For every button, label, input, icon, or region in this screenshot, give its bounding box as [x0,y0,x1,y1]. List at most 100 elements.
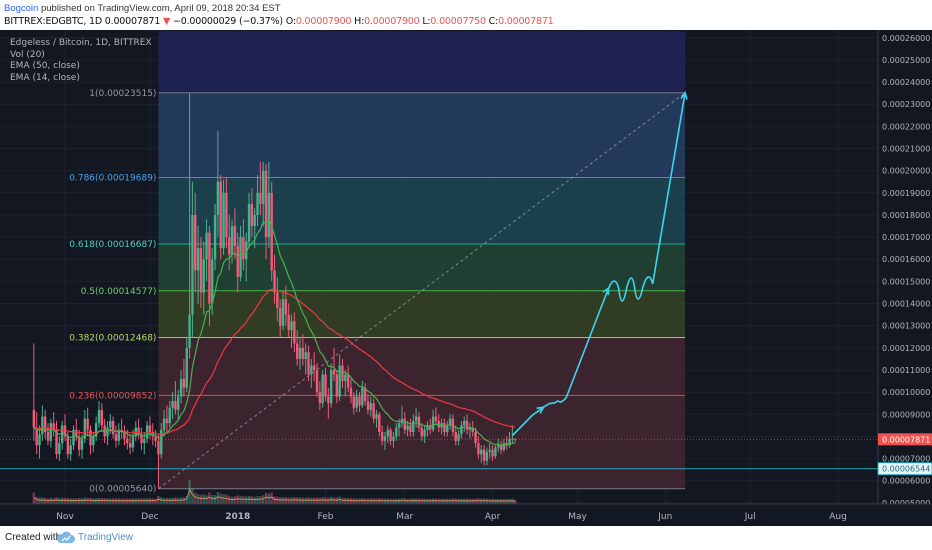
projection-arrow-2 [602,286,610,296]
volume-bar [89,497,92,504]
candle-body [41,416,44,435]
tradingview-brand[interactable]: TradingView [78,532,134,543]
candle-body [32,409,36,428]
candle-body [409,425,412,433]
candle-body [273,270,276,293]
volume-bar [431,498,435,504]
candle-body [117,429,120,441]
candle-body [194,214,197,271]
candle-body [448,418,452,426]
candle-body [69,445,72,455]
volume-bar [35,496,38,504]
candle-body [287,314,290,331]
volume-bar [106,498,109,504]
fib-band-0.786 [158,92,686,178]
volume-bar [43,497,47,504]
candle-body [349,387,353,397]
fib-label-0.786: 0.786(0.00019689) [69,174,156,184]
candle-body [460,425,463,435]
price-tick-label: 0.00011000 [882,366,930,375]
candle-body [378,414,381,433]
candle-body [188,314,191,348]
candle-body [420,427,423,437]
volume-bar [480,498,483,504]
volume-bar [109,498,112,504]
volume-bar [222,494,225,504]
candle-body [397,423,401,428]
price-tick-label: 0.00021000 [882,145,930,154]
candle-body [293,321,296,344]
candle-body [46,432,50,441]
candle-body [75,429,78,437]
volume-bar [372,498,375,504]
volume-bar [225,494,228,504]
candle-body [321,374,324,404]
chart-area[interactable]: 1(0.00023515) 0.786(0.00019689) 0.618(0.00… [0,30,932,526]
price-change: −0.00000029 (−0.37%) [172,16,283,27]
candle-body [434,416,438,421]
volume-bar [216,492,220,504]
volume-bar [228,495,231,504]
volume-bar [471,498,474,504]
price-tick-label: 0.00018000 [882,211,930,220]
volume-bar [508,498,511,504]
volume-bar [245,496,248,504]
volume-bar [352,498,356,504]
price-tick-label: 0.00006000 [882,477,930,486]
candle-body [329,369,333,404]
volume-bar [335,497,339,504]
volume-bar [414,498,418,504]
time-tick-label: Aug [829,512,847,522]
candle-body [514,438,517,440]
volume-bar [321,497,324,504]
volume-bar [174,497,177,504]
price-chart[interactable]: 1(0.00023515) 0.786(0.00019689) 0.618(0.00… [0,30,932,526]
volume-bar [301,497,305,504]
price-tick-label: 0.00005000 [882,499,930,508]
volume-bar [463,498,466,504]
time-tick-label: May [568,512,587,522]
legend-ema14[interactable]: EMA (14, close) [10,72,80,83]
volume-bar [400,498,404,504]
projection-arrow-3 [680,90,688,100]
legend-ema50[interactable]: EMA (50, close) [10,61,80,71]
price-tick-label: 0.00026000 [882,34,930,43]
volume-bar [349,498,353,504]
volume-bar [298,497,302,504]
candle-body [465,420,469,430]
projection-arrow-1 [536,406,546,414]
candle-body [355,396,358,408]
volume-bar [318,497,322,504]
time-tick-label: Jul [744,512,756,522]
volume-bar [213,495,217,504]
candle-body [301,347,305,359]
volume-bar [103,498,106,504]
candle-body [494,447,497,457]
candle-body [89,429,92,446]
price-tick-label: 0.00016000 [882,255,930,264]
candle-body [363,387,367,402]
legend-volume[interactable]: Vol (20) [10,49,45,60]
volume-bar [171,498,174,504]
candle-body [157,440,160,455]
volume-bar [304,497,307,504]
volume-bar [389,498,392,504]
author-link[interactable]: Bogcoin [4,3,39,14]
candle-body [267,192,271,238]
price-tick-label: 0.00013000 [882,322,930,331]
volume-bar [344,498,347,504]
ema14-line [33,218,516,446]
time-tick-label: 2018 [225,512,250,522]
volume-bar [151,498,154,504]
volume-bar [392,498,395,504]
volume-bar [369,498,373,504]
candle-body [86,418,89,430]
volume-ma-line [33,488,516,502]
candle-body [511,438,514,440]
price-tick-label: 0.00012000 [882,344,930,353]
candle-body [83,418,87,439]
candle-body [114,434,118,441]
volume-bar [514,499,517,504]
low-label: L: [422,16,431,27]
volume-bar [140,498,143,504]
